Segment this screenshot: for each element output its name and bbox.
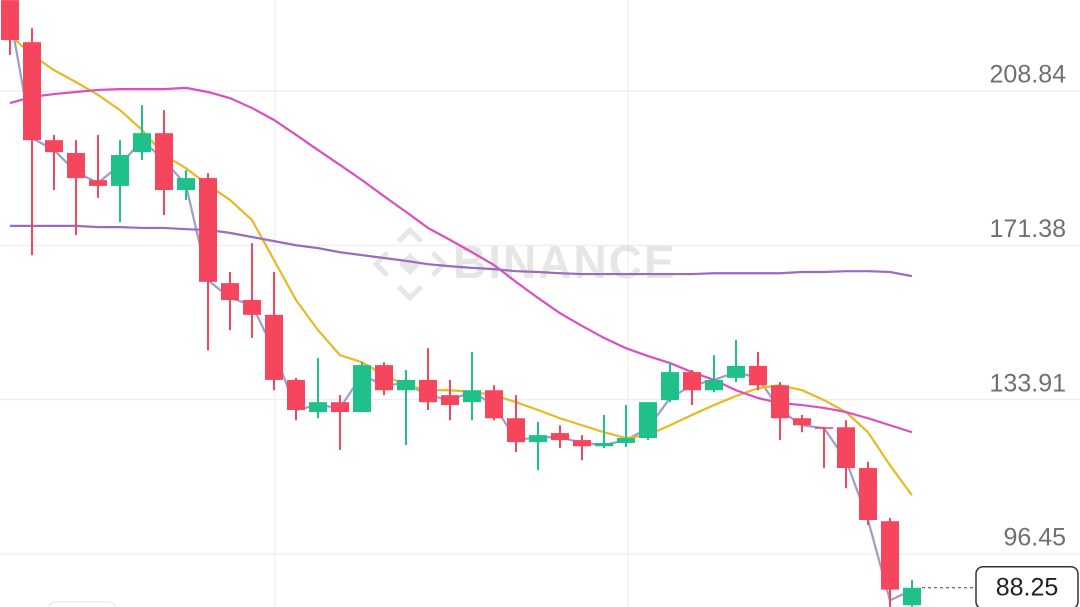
candle-body bbox=[309, 402, 327, 413]
candle-body bbox=[705, 379, 723, 391]
moving-average-line bbox=[10, 224, 913, 278]
candle-body bbox=[1, 0, 19, 41]
candle-body bbox=[375, 365, 393, 391]
candle-body bbox=[419, 379, 437, 403]
last-price-box bbox=[975, 566, 1079, 607]
watermark-text: BINANCE bbox=[453, 236, 677, 288]
moving-average-line bbox=[9, 86, 913, 434]
candle-body bbox=[265, 314, 283, 380]
candle-body bbox=[507, 418, 525, 443]
candle-body bbox=[749, 365, 767, 386]
candle-body bbox=[287, 379, 305, 411]
candle-body bbox=[661, 372, 679, 401]
candle-body bbox=[639, 402, 657, 439]
y-tick-label: 208.84 bbox=[990, 61, 1067, 89]
candle-body bbox=[815, 427, 833, 429]
candle-body bbox=[903, 587, 921, 606]
candle-body bbox=[45, 140, 63, 153]
candle-body bbox=[771, 385, 789, 419]
y-tick-label: 96.45 bbox=[1003, 524, 1066, 552]
candle-body bbox=[67, 152, 85, 179]
candle-body bbox=[111, 155, 129, 186]
lines bbox=[8, 14, 913, 602]
grid: 96.45 133.91 171.38 208.84 bbox=[0, 61, 1080, 555]
y-tick-label: 133.91 bbox=[990, 369, 1066, 397]
candle-body bbox=[573, 440, 591, 447]
candle-body bbox=[89, 180, 107, 186]
candle-body bbox=[177, 178, 195, 191]
candle-body bbox=[595, 442, 613, 447]
candle-body bbox=[221, 283, 239, 301]
last-price-label: 88.25 bbox=[996, 573, 1059, 601]
scroll-handle bbox=[47, 601, 117, 607]
candle-body bbox=[353, 365, 371, 413]
candle-body bbox=[837, 427, 855, 469]
candle-body bbox=[397, 379, 415, 391]
candle-body bbox=[331, 402, 349, 413]
candles bbox=[1, 0, 921, 607]
candle-body bbox=[133, 133, 151, 153]
candle-body bbox=[881, 521, 899, 590]
candle-body bbox=[155, 133, 173, 191]
candle-body bbox=[463, 390, 481, 403]
candle-body bbox=[727, 365, 745, 378]
candle-body bbox=[199, 178, 217, 282]
candle-body bbox=[529, 435, 547, 443]
candle-body bbox=[793, 418, 811, 426]
moving-average-line bbox=[8, 14, 913, 602]
candle-body bbox=[243, 300, 261, 315]
candle-body bbox=[485, 390, 503, 419]
candle-body bbox=[551, 433, 569, 441]
candle-body bbox=[23, 42, 41, 141]
candle-body bbox=[859, 468, 877, 520]
candle-body bbox=[683, 372, 701, 391]
y-tick-label: 171.38 bbox=[990, 215, 1066, 243]
last-price: 88.25 bbox=[922, 566, 1079, 607]
candle-body bbox=[441, 395, 459, 406]
candle-body bbox=[617, 438, 635, 443]
